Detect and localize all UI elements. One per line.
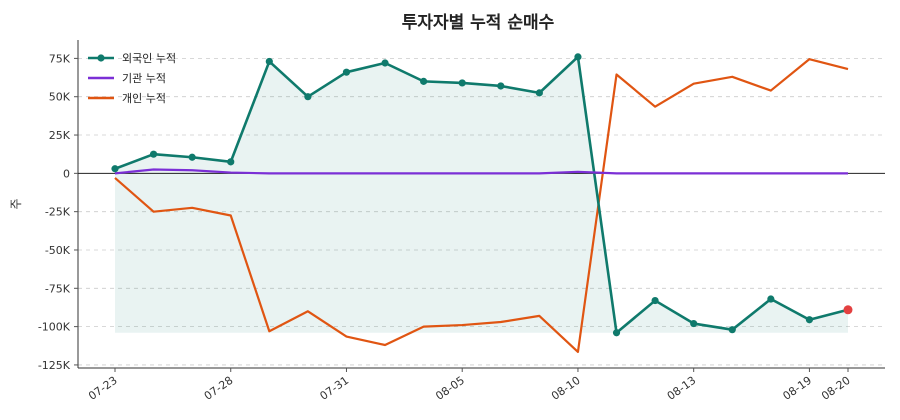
y-tick-label: -100K <box>38 321 71 334</box>
y-axis-label: 주 <box>9 198 23 209</box>
data-point <box>535 89 543 97</box>
x-tick-label: 08-20 <box>819 374 853 403</box>
y-tick-label: 50K <box>49 91 71 104</box>
x-ticks: 07-23 07-28 07-31 08-05 08-10 08-13 08-19 08-20 <box>86 368 853 403</box>
y-tick-label: 75K <box>49 52 71 65</box>
data-point <box>767 295 775 303</box>
data-point <box>458 79 466 87</box>
grid <box>78 57 885 366</box>
x-tick-label: 08-05 <box>433 374 467 403</box>
x-tick-label: 08-13 <box>665 374 699 403</box>
legend-label: 외국인 누적 <box>122 52 176 65</box>
data-point <box>420 77 428 85</box>
y-tick-label: -25K <box>45 206 71 219</box>
y-tick-label: 0 <box>63 167 70 180</box>
x-tick-label: 07-28 <box>202 374 236 403</box>
series-lines <box>114 55 849 354</box>
legend-marker <box>97 54 105 62</box>
data-point <box>612 329 621 337</box>
series-line-1 <box>114 168 848 175</box>
data-point <box>149 150 158 158</box>
legend-label: 개인 누적 <box>122 92 166 105</box>
data-point <box>342 68 351 76</box>
data-point <box>381 59 389 67</box>
foreign-fill-area <box>115 56 848 333</box>
x-tick-label: 08-19 <box>780 374 814 403</box>
chart-title: 투자자별 누적 순매수 <box>402 13 555 33</box>
legend-label: 기관 누적 <box>122 72 166 85</box>
data-point <box>574 53 582 61</box>
data-point <box>265 57 273 66</box>
x-tick-label: 08-10 <box>549 374 583 403</box>
last-point-marker <box>843 305 853 315</box>
data-point <box>304 93 312 101</box>
data-point <box>188 153 196 161</box>
data-point <box>728 326 736 334</box>
data-point <box>227 158 235 166</box>
series-markers <box>111 53 853 337</box>
data-point <box>497 82 505 90</box>
x-tick-label: 07-31 <box>318 374 352 403</box>
y-tick-label: -125K <box>38 359 71 372</box>
y-tick-label: 25K <box>49 129 71 142</box>
series-line-0 <box>114 55 849 335</box>
y-tick-label: -50K <box>45 244 71 257</box>
y-tick-label: -75K <box>45 282 71 295</box>
x-tick-label: 07-23 <box>86 374 120 403</box>
data-point <box>805 316 814 324</box>
y-ticks: 75K 50K 25K 0 -25K -50K -75K -100K -125K <box>38 52 78 372</box>
fill-area <box>115 56 848 333</box>
data-point <box>690 319 698 328</box>
series-line-2 <box>114 58 849 354</box>
data-point <box>651 296 659 305</box>
data-point <box>111 165 119 173</box>
